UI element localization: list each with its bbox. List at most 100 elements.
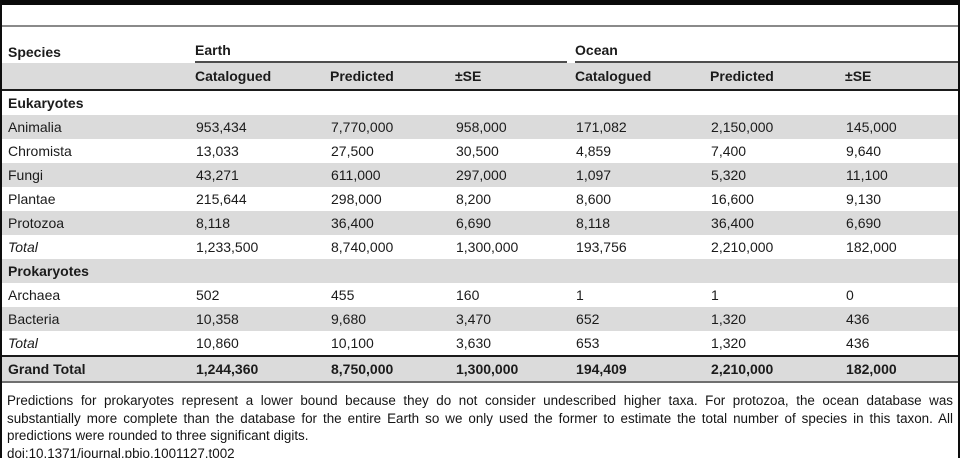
table-cell: 297,000 <box>455 163 576 187</box>
table-row: Protozoa 8,118 36,400 6,690 8,118 36,400 6,690 <box>2 211 958 235</box>
table-row: Plantae 215,644 298,000 8,200 8,600 16,600 9,1… <box>2 187 958 211</box>
ocean-group-label: Ocean <box>575 42 618 58</box>
table-cell: 1 <box>576 287 584 303</box>
table-cell: 10,358 <box>195 307 330 331</box>
table-cell: 3,470 <box>455 307 576 331</box>
table-cell: 4,859 <box>576 143 612 159</box>
table-cell: 8,740,000 <box>331 239 394 255</box>
group-header-row: Species Earth Ocean <box>2 27 958 63</box>
doi-line: doi:10.1371/journal.pbio.1001127.t002 <box>7 445 235 458</box>
table-cell: 1,097 <box>575 163 711 187</box>
table-row: Chromista 13,033 27,500 30,500 4,859 7,400 9,6… <box>2 139 958 163</box>
table-cell: 2,210,000 <box>711 239 774 255</box>
section-header: Prokaryotes <box>2 259 958 283</box>
table-cell: 436 <box>845 307 958 331</box>
table-cell: 8,118 <box>575 211 711 235</box>
table-cell: 1,300,000 <box>455 355 576 383</box>
table-cell: 8,200 <box>456 191 492 207</box>
table-row: Total 10,860 10,100 3,630 653 1,320 436 <box>2 331 958 356</box>
empty-header-cell <box>2 63 195 91</box>
row-label: Archaea <box>8 287 61 303</box>
table-row: Prokaryotes <box>2 259 958 283</box>
row-label: Protozoa <box>2 211 195 235</box>
table-cell: 0 <box>846 287 854 303</box>
table-cell: 1,320 <box>711 335 747 351</box>
table-cell: 10,100 <box>331 335 374 351</box>
table-footnote: Predictions for prokaryotes represent a … <box>7 393 953 443</box>
table-cell: 652 <box>575 307 711 331</box>
table-cell: 8,118 <box>195 211 330 235</box>
table-cell: 5,320 <box>710 163 846 187</box>
table-cell: 30,500 <box>456 143 499 159</box>
top-spacer <box>2 5 958 25</box>
table-cell: 10,860 <box>196 335 239 351</box>
table-cell: 8,600 <box>576 191 612 207</box>
table-cell: 160 <box>456 287 480 303</box>
earth-predicted-header: Predicted <box>330 63 455 91</box>
table-cell: 953,434 <box>195 115 330 139</box>
table-cell: 182,000 <box>846 239 897 255</box>
table-row: Fungi 43,271 611,000 297,000 1,097 5,320 11,10… <box>2 163 958 187</box>
row-label: Fungi <box>2 163 195 187</box>
table-row: Bacteria 10,358 9,680 3,470 652 1,320 436 <box>2 307 958 331</box>
table-cell: 6,690 <box>455 211 576 235</box>
table-cell: 1,300,000 <box>456 239 519 255</box>
earth-group-underline <box>195 61 568 63</box>
table-cell: 9,640 <box>846 143 882 159</box>
ocean-predicted-header: Predicted <box>710 63 846 91</box>
table-cell: 215,644 <box>196 191 247 207</box>
row-label: Bacteria <box>2 307 195 331</box>
grand-total-row: Grand Total 1,244,360 8,750,000 1,300,000 19… <box>2 355 958 383</box>
species-column-header: Species <box>2 27 195 63</box>
table-cell: 1,233,500 <box>196 239 259 255</box>
header-top-rule <box>2 25 958 27</box>
table-cell: 171,082 <box>575 115 711 139</box>
table-cell: 1 <box>711 287 719 303</box>
ocean-catalogued-header: Catalogued <box>575 63 711 91</box>
table-cell: 502 <box>196 287 220 303</box>
table-body: Eukaryotes Animalia 953,434 7,770,000 958,00… <box>2 90 958 383</box>
row-label: Grand Total <box>2 355 195 383</box>
table-row: Total 1,233,500 8,740,000 1,300,000 193,756 2… <box>2 235 958 259</box>
table-cell: 36,400 <box>710 211 846 235</box>
row-label: Total <box>8 239 38 255</box>
table-cell: 298,000 <box>331 191 382 207</box>
table-cell: 43,271 <box>195 163 330 187</box>
table-cell: 6,690 <box>845 211 958 235</box>
table-cell: 653 <box>576 335 600 351</box>
table-cell: 2,210,000 <box>710 355 846 383</box>
table-cell: 145,000 <box>845 115 958 139</box>
ocean-se-header: ±SE <box>845 63 958 91</box>
table-cell: 7,770,000 <box>330 115 455 139</box>
species-richness-table: Species Earth Ocean Catalogued Predicted… <box>2 27 958 383</box>
ocean-group-underline <box>575 61 958 63</box>
table-cell: 455 <box>331 287 355 303</box>
earth-catalogued-header: Catalogued <box>195 63 330 91</box>
row-label: Plantae <box>8 191 56 207</box>
table-row: Archaea 502 455 160 1 1 0 <box>2 283 958 307</box>
table-header: Species Earth Ocean Catalogued Predicted… <box>2 27 958 91</box>
earth-se-header: ±SE <box>455 63 576 91</box>
top-rule <box>2 0 958 5</box>
earth-group-header: Earth <box>195 27 576 63</box>
section-header: Eukaryotes <box>8 95 84 111</box>
table-cell: 13,033 <box>196 143 239 159</box>
table-cell: 7,400 <box>711 143 747 159</box>
table-cell: 27,500 <box>331 143 374 159</box>
table-row: Eukaryotes <box>2 90 958 115</box>
table-cell: 436 <box>846 335 870 351</box>
table-cell: 1,244,360 <box>195 355 330 383</box>
table-cell: 193,756 <box>576 239 627 255</box>
table-cell: 1,320 <box>710 307 846 331</box>
table-cell: 958,000 <box>455 115 576 139</box>
table-cell: 8,750,000 <box>330 355 455 383</box>
row-label: Animalia <box>2 115 195 139</box>
table-cell: 3,630 <box>456 335 492 351</box>
table-cell: 194,409 <box>575 355 711 383</box>
row-label: Total <box>8 335 38 351</box>
table-row: Animalia 953,434 7,770,000 958,000 171,082 2,… <box>2 115 958 139</box>
table-cell: 11,100 <box>845 163 958 187</box>
column-header-row: Catalogued Predicted ±SE Catalogued Pred… <box>2 63 958 91</box>
ocean-group-header: Ocean <box>575 27 958 63</box>
